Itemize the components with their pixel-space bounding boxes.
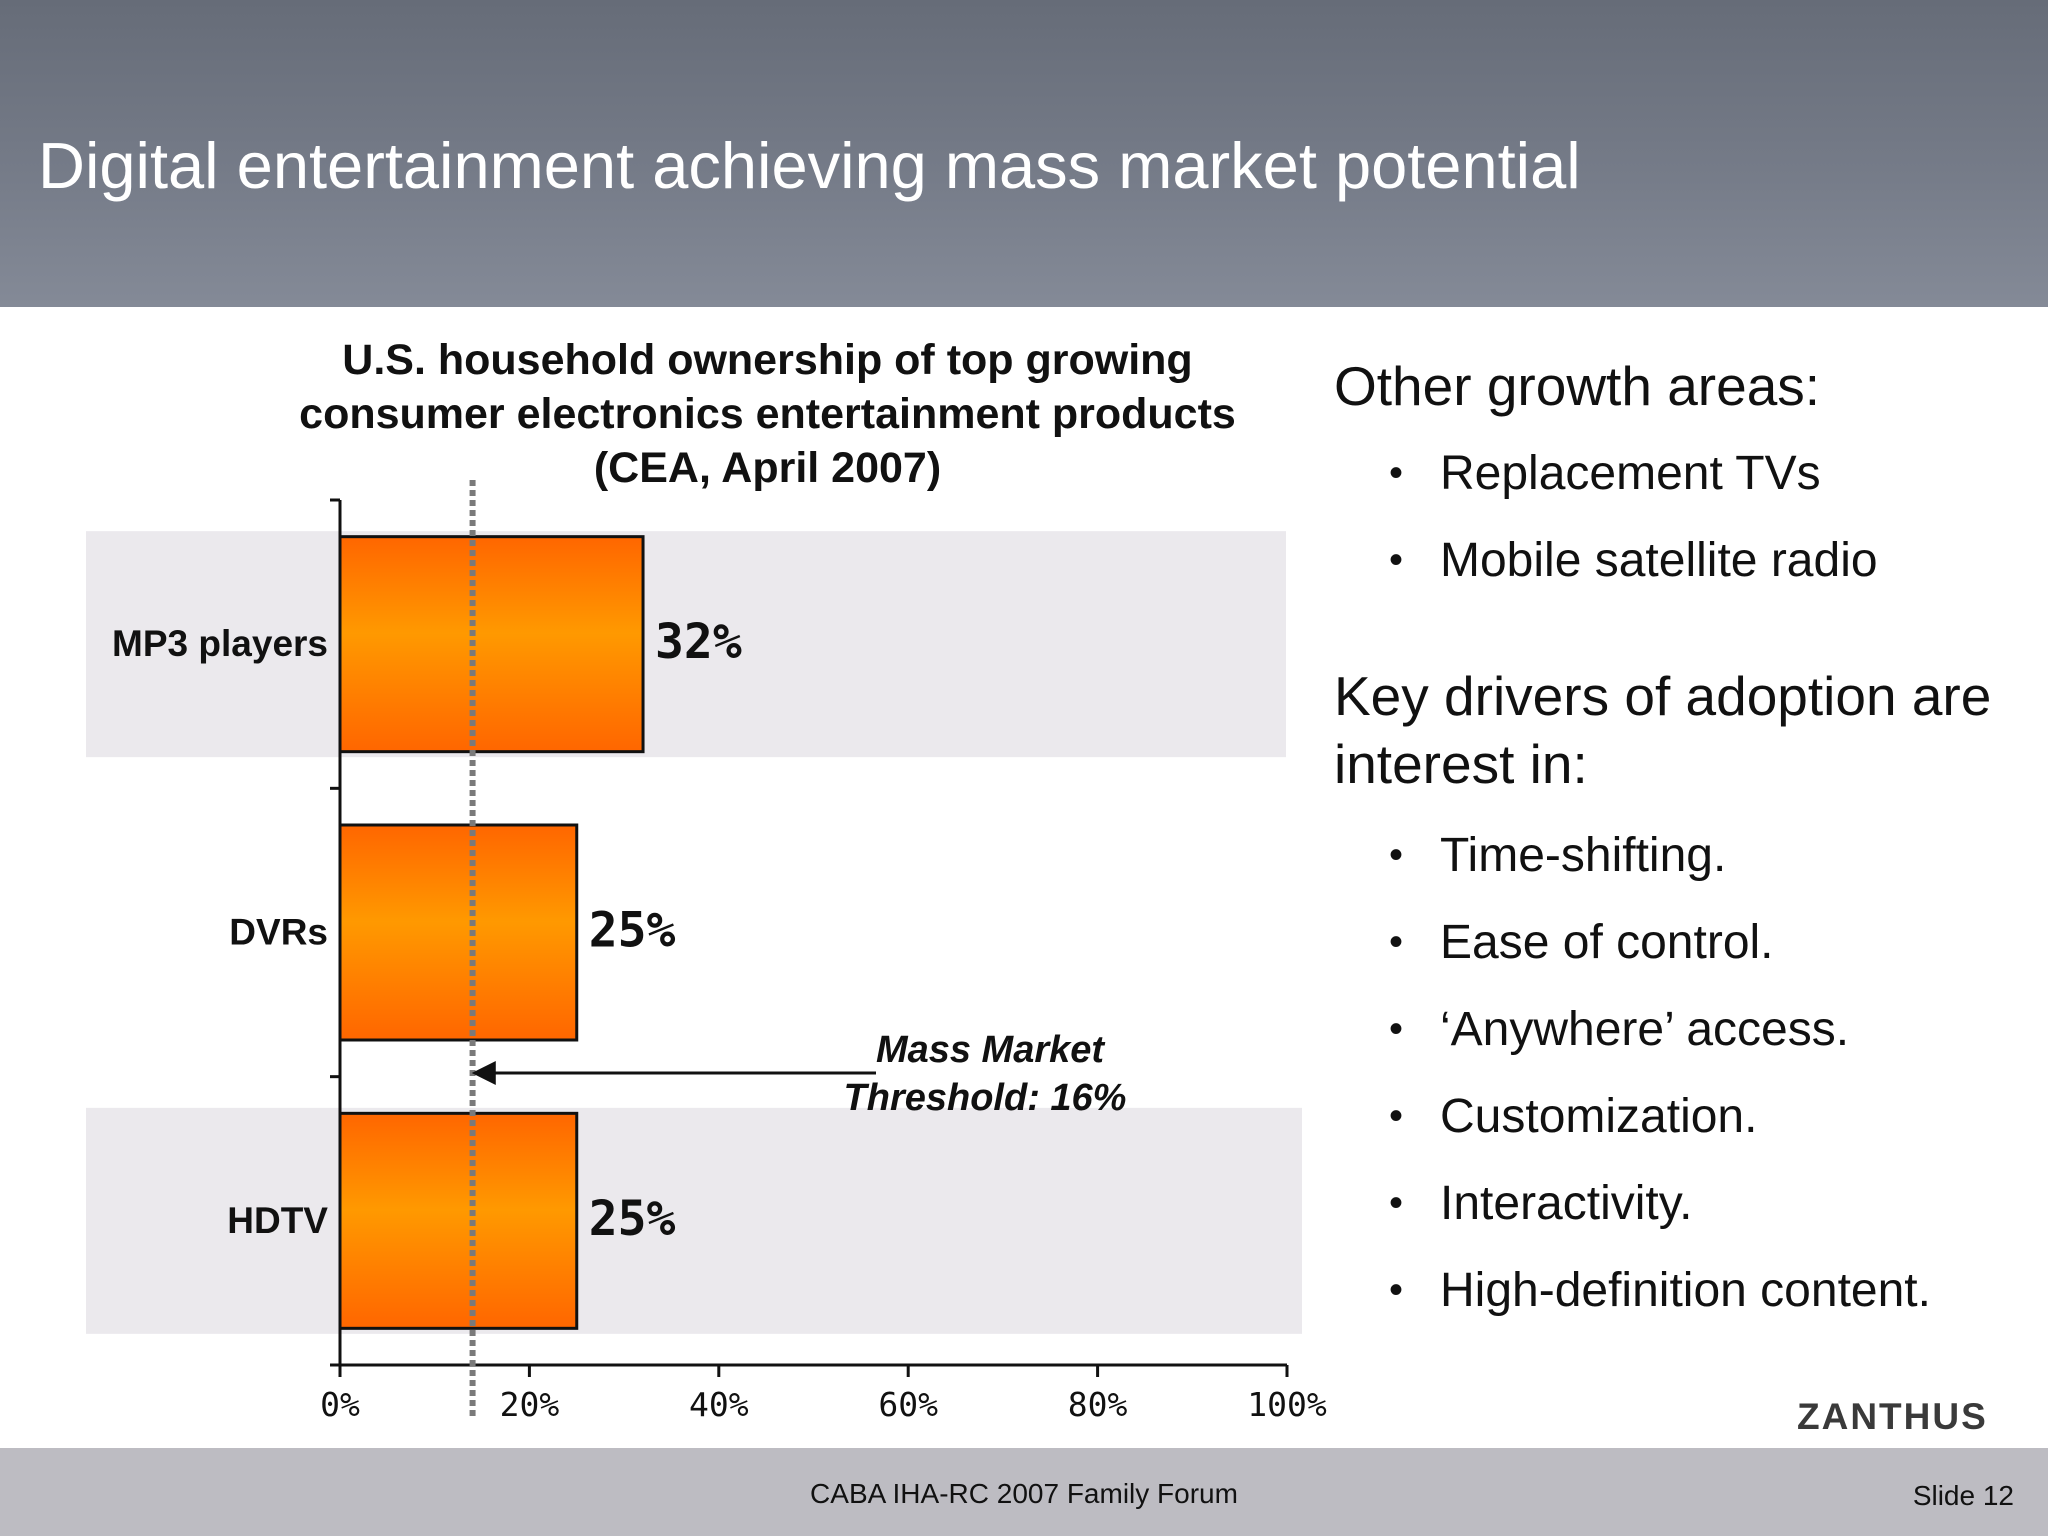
chart-title: U.S. household ownership of top growing … — [250, 333, 1285, 495]
slide-number: Slide 12 — [1912, 1480, 2014, 1511]
footer-bar: CABA IHA-RC 2007 Family Forum Slide 12 — [0, 1448, 2048, 1536]
bar-chart: 32% MP3 players 25% DVRs 25% HDTV 0% 20% 40% 60%… — [86, 480, 1327, 1424]
list-item: • Time-shifting. — [1334, 812, 2034, 899]
category-label: MP3 players — [112, 623, 328, 664]
list-item-text: Replacement TVs — [1440, 447, 1821, 500]
growth-list: • Replacement TVs • Mobile satellite radio — [1334, 430, 2034, 604]
title-bar: Digital entertainment achieving mass mar… — [0, 0, 2048, 307]
x-tick-label: 40% — [689, 1385, 749, 1424]
list-item-text: Time-shifting. — [1440, 829, 1727, 882]
x-tick-label: 100% — [1247, 1385, 1327, 1424]
bar — [338, 1111, 579, 1330]
chart-title-line: (CEA, April 2007) — [593, 444, 942, 492]
bullet-icon: • — [1389, 538, 1404, 582]
category-label: HDTV — [227, 1200, 328, 1241]
category-label: DVRs — [229, 912, 328, 953]
x-tick-label: 20% — [500, 1385, 560, 1424]
list-item-text: ‘Anywhere’ access. — [1440, 1003, 1850, 1056]
list-item: • Interactivity. — [1334, 1160, 2034, 1247]
bar — [338, 535, 645, 754]
data-label: 25% — [589, 903, 676, 959]
list-item-text: Ease of control. — [1440, 916, 1774, 969]
bar — [338, 823, 579, 1042]
row-band — [86, 531, 1286, 758]
footer-text: CABA IHA-RC 2007 Family Forum — [810, 1478, 1238, 1509]
data-label: 25% — [589, 1191, 676, 1247]
list-item: • High-definition content. — [1334, 1247, 2034, 1334]
drivers-list: • Time-shifting. • Ease of control. • ‘Anyw… — [1334, 812, 2034, 1334]
drivers-heading: Key drivers of adoption are interest in: — [1334, 665, 1992, 795]
bullet-icon: • — [1389, 920, 1404, 964]
x-tick-label: 0% — [320, 1385, 360, 1424]
growth-heading: Other growth areas: — [1334, 355, 1821, 417]
bullet-icon: • — [1389, 1181, 1404, 1225]
chart-title-line: U.S. household ownership of top growing — [342, 336, 1193, 384]
bullet-icon: • — [1389, 1007, 1404, 1051]
list-item: • Replacement TVs — [1334, 430, 2034, 517]
company-logo: ZANTHUS — [1797, 1396, 1988, 1437]
list-item-text: Mobile satellite radio — [1440, 534, 1878, 587]
list-item: • Ease of control. — [1334, 899, 2034, 986]
list-item: • ‘Anywhere’ access. — [1334, 986, 2034, 1073]
list-item-text: High-definition content. — [1440, 1264, 1931, 1317]
bullet-icon: • — [1389, 1094, 1404, 1138]
right-panel: Other growth areas: • Replacement TVs • Mo… — [1334, 352, 2034, 1334]
x-tick-label: 60% — [878, 1385, 938, 1424]
threshold-label: Threshold: 16% — [844, 1077, 1127, 1119]
data-label: 32% — [655, 614, 742, 670]
bullet-icon: • — [1389, 833, 1404, 877]
x-tick-label: 80% — [1068, 1385, 1128, 1424]
list-item: • Customization. — [1334, 1073, 2034, 1160]
row-band — [86, 1107, 1302, 1334]
threshold-label: Mass Market — [876, 1029, 1105, 1071]
list-item: • Mobile satellite radio — [1334, 517, 2034, 604]
bullet-icon: • — [1389, 1268, 1404, 1312]
bullet-icon: • — [1389, 451, 1404, 495]
slide-title: Digital entertainment achieving mass mar… — [38, 129, 1581, 202]
list-item-text: Customization. — [1440, 1090, 1758, 1143]
list-item-text: Interactivity. — [1440, 1177, 1693, 1230]
chart-title-line: consumer electronics entertainment produ… — [299, 390, 1236, 438]
